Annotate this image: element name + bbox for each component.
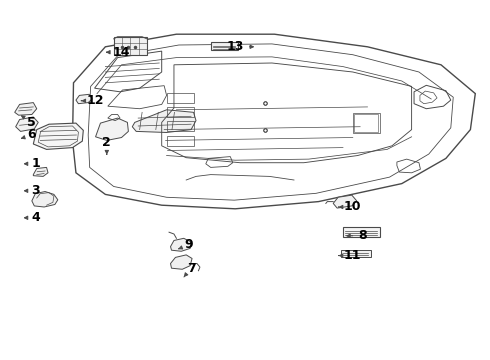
Bar (114, 37, 147, 55)
Text: 13: 13 (226, 40, 253, 53)
Text: 8: 8 (347, 229, 367, 242)
Polygon shape (32, 192, 58, 207)
Bar (341, 250, 371, 257)
Text: 14: 14 (107, 46, 130, 59)
Polygon shape (132, 110, 196, 132)
Bar (167, 136, 194, 146)
Bar (353, 113, 380, 133)
Text: 10: 10 (339, 201, 362, 213)
Text: 9: 9 (179, 238, 193, 251)
Text: 4: 4 (24, 211, 40, 224)
Text: 3: 3 (24, 184, 40, 197)
Text: 1: 1 (24, 157, 40, 170)
Polygon shape (16, 117, 38, 131)
Text: 7: 7 (184, 262, 196, 277)
Polygon shape (33, 123, 83, 149)
Text: 5: 5 (22, 116, 36, 129)
Polygon shape (333, 195, 357, 208)
Polygon shape (171, 238, 191, 251)
Bar (343, 227, 380, 237)
Polygon shape (96, 118, 128, 140)
Text: 11: 11 (339, 249, 362, 262)
Text: 6: 6 (22, 129, 36, 141)
Bar (167, 93, 194, 103)
Text: 12: 12 (81, 94, 104, 107)
Polygon shape (15, 103, 37, 115)
Bar (354, 114, 378, 132)
Polygon shape (171, 255, 192, 269)
Bar (167, 107, 194, 117)
Bar (167, 121, 194, 131)
Bar (211, 42, 238, 50)
Polygon shape (76, 94, 92, 104)
Polygon shape (33, 167, 48, 176)
Text: 2: 2 (102, 136, 111, 154)
